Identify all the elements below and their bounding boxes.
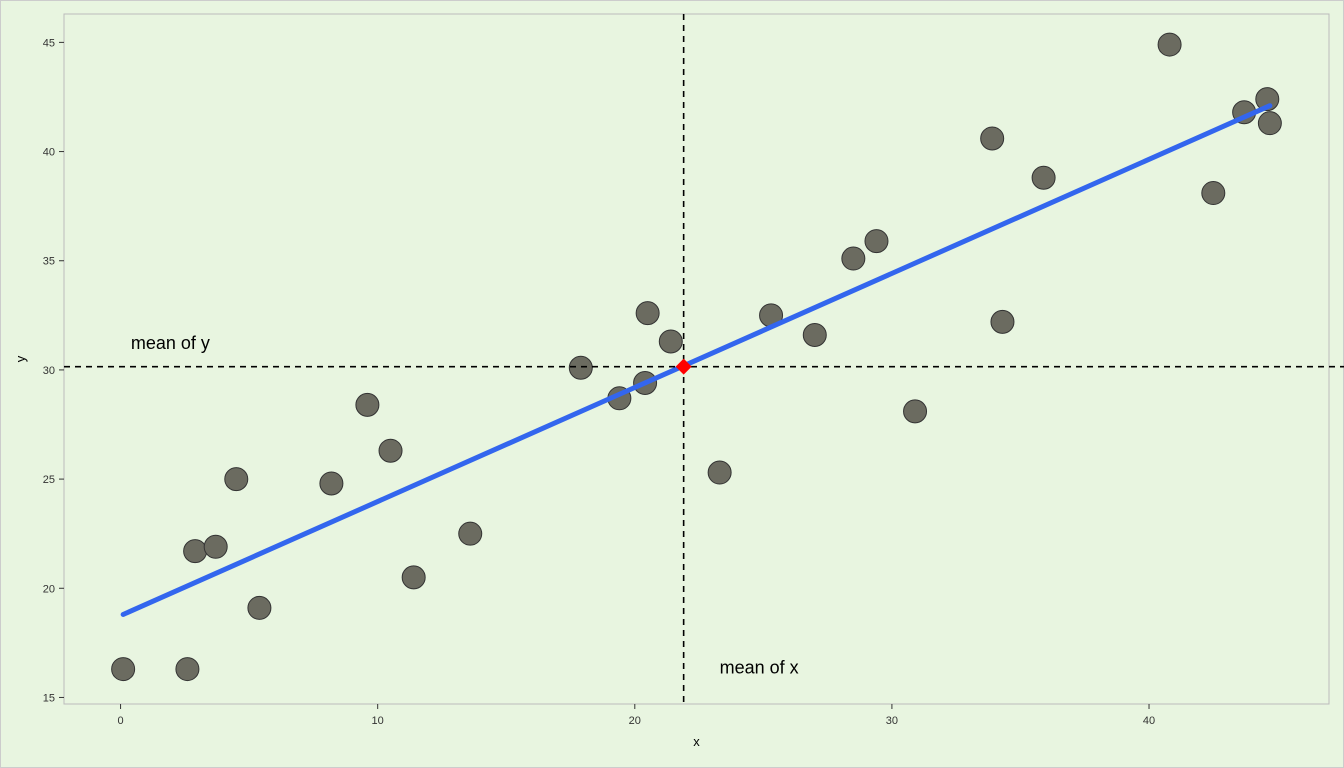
data-point	[802, 322, 827, 347]
data-point	[247, 595, 272, 620]
data-point	[319, 471, 344, 496]
data-point	[990, 309, 1015, 334]
x-tick-label: 40	[1143, 715, 1155, 727]
annotations: mean of y mean of x	[131, 333, 799, 677]
data-point	[658, 329, 683, 354]
data-point	[1201, 181, 1226, 206]
data-point	[203, 534, 228, 559]
data-point	[1157, 32, 1182, 57]
y-tick-label: 30	[43, 365, 55, 377]
regression-line	[120, 103, 1273, 617]
data-point	[224, 467, 249, 492]
y-tick-label: 35	[43, 256, 55, 268]
annotation-label: mean of y	[131, 333, 210, 353]
data-point	[635, 301, 660, 326]
data-points	[111, 32, 1282, 682]
x-tick-label: 20	[629, 715, 641, 727]
data-point	[1257, 111, 1282, 136]
data-point	[980, 126, 1005, 151]
y-tick-label: 20	[43, 583, 55, 595]
x-tick-label: 30	[886, 715, 898, 727]
mean-point-marker	[675, 358, 692, 375]
data-point	[841, 246, 866, 271]
annotation-label: mean of x	[720, 657, 799, 677]
data-point	[707, 460, 732, 485]
data-point	[378, 438, 403, 463]
y-axis-title: y	[13, 355, 28, 362]
data-point	[111, 657, 136, 682]
data-point	[1031, 165, 1056, 190]
data-point	[401, 565, 426, 590]
y-tick-label: 40	[43, 147, 55, 159]
data-point	[458, 521, 483, 546]
data-point	[355, 392, 380, 417]
y-tick-label: 25	[43, 474, 55, 486]
data-point	[1255, 87, 1280, 112]
data-point	[864, 229, 889, 254]
data-point	[903, 399, 928, 424]
y-axis-ticks: 15 20 25 30 35 40 45	[43, 37, 64, 704]
x-tick-label: 10	[372, 715, 384, 727]
x-axis-ticks: 0 10 20 30 40	[118, 704, 1155, 727]
x-axis-title: x	[693, 734, 700, 749]
data-point	[568, 355, 593, 380]
y-tick-label: 45	[43, 37, 55, 49]
y-tick-label: 15	[43, 692, 55, 704]
data-point	[183, 539, 208, 564]
x-tick-label: 0	[118, 715, 124, 727]
data-point	[175, 657, 200, 682]
